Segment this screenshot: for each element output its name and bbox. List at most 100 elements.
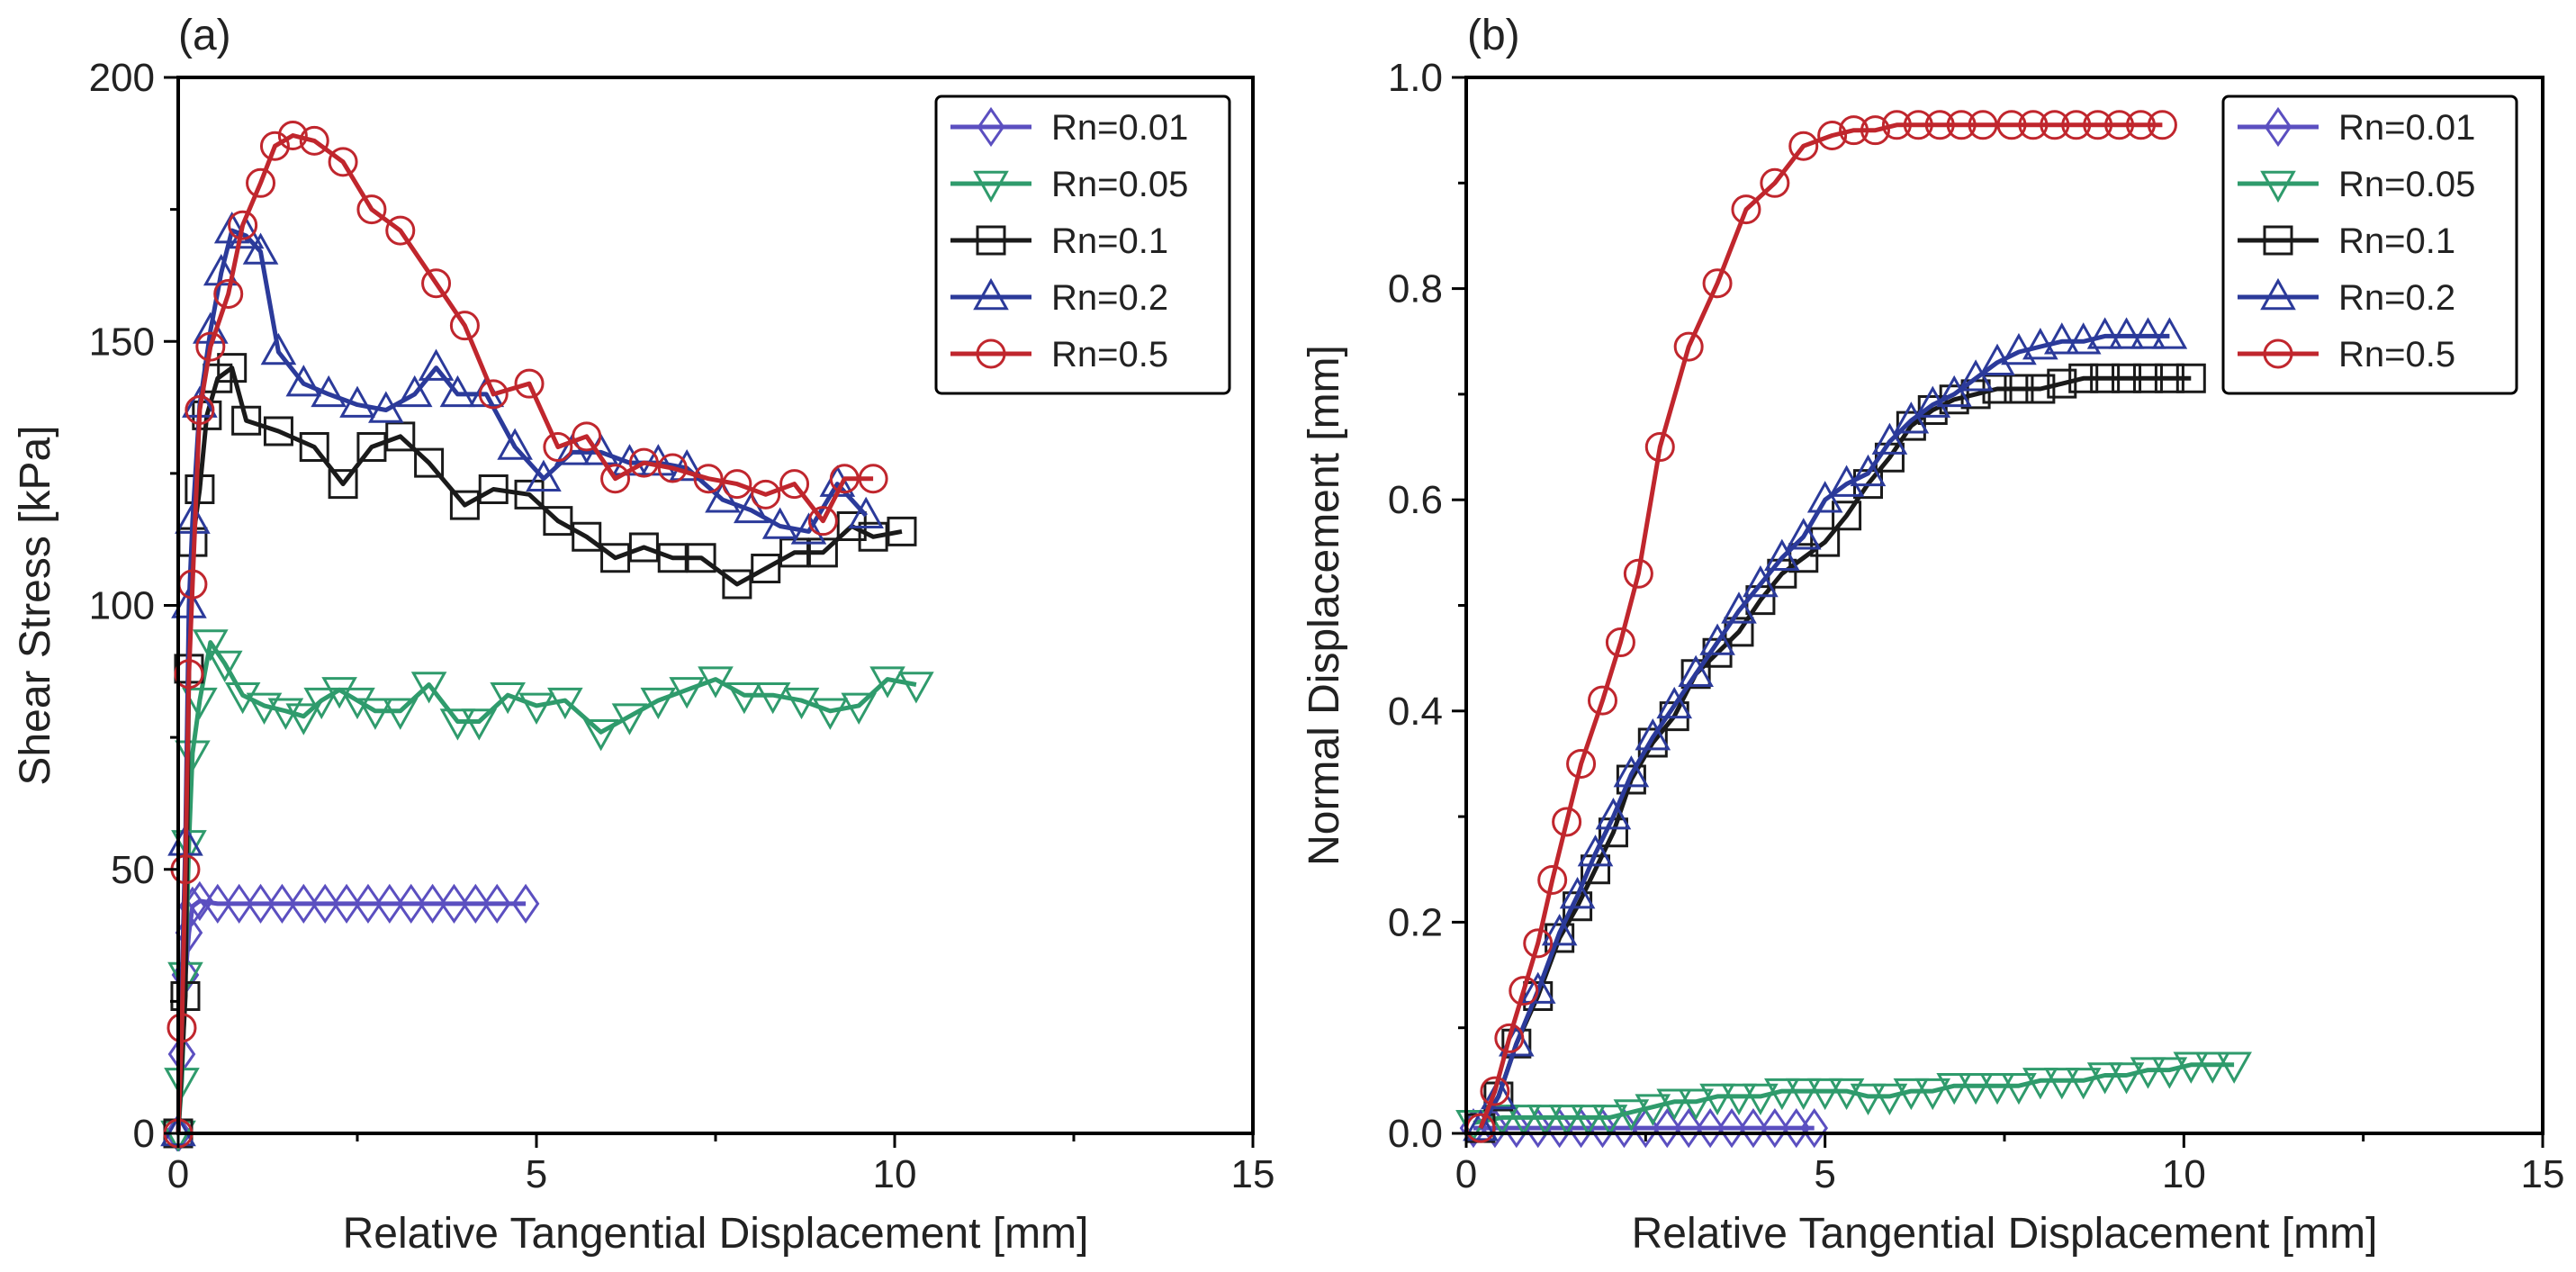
y-tick-label: 50 [111, 848, 155, 892]
data-point-Rn01 [686, 543, 716, 573]
data-point-Rn02 [1519, 971, 1556, 1004]
data-point-Rn01 [1563, 891, 1593, 922]
data-point-Rn05 [2104, 110, 2135, 140]
data-point-Rn01 [1680, 659, 1711, 690]
data-point-Rn05 [1788, 131, 1819, 161]
data-point-Rn005 [1635, 1094, 1671, 1126]
data-point-Rn005 [461, 708, 498, 741]
panel-label: (a) [178, 12, 231, 59]
x-tick-label: 10 [2162, 1152, 2206, 1196]
data-point-Rn005 [640, 687, 677, 720]
data-point-Rn01 [887, 516, 917, 546]
data-point-Rn005 [321, 677, 357, 709]
data-point-Rn02 [1958, 359, 1994, 392]
data-point-Rn01 [722, 569, 752, 600]
data-point-Rn01 [1745, 585, 1776, 616]
series-line-Rn005 [176, 640, 917, 1134]
data-point-Rn01 [1767, 558, 1797, 589]
data-point-Rn005 [410, 672, 447, 704]
legend-marker-Rn005 [2260, 170, 2296, 203]
data-point-Rn05 [174, 659, 204, 690]
data-point-Rn02 [242, 232, 279, 265]
data-point-Rn05 [1587, 685, 1617, 716]
data-point-Rn005 [2086, 1062, 2123, 1095]
data-point-Rn005 [518, 692, 554, 726]
data-point-Rn005 [869, 666, 905, 699]
x-tick-label: 5 [526, 1152, 547, 1196]
data-point-Rn005 [1743, 1083, 1779, 1116]
data-point-Rn01 [2175, 363, 2206, 393]
y-tick-label: 150 [89, 320, 155, 364]
data-point-Rn005 [439, 708, 476, 741]
data-point-Rn02 [1595, 798, 1632, 830]
legend-label-Rn05: Rn=0.5 [2338, 335, 2455, 374]
data-point-Rn05 [1494, 1023, 1525, 1053]
data-point-Rn05 [514, 368, 545, 399]
data-point-Rn001 [289, 883, 318, 925]
series-line-Rn05 [1478, 122, 2163, 1130]
data-point-Rn05 [1566, 748, 1597, 779]
data-point-Rn05 [385, 215, 416, 246]
data-point-Rn01 [356, 432, 387, 463]
data-point-Rn02 [497, 428, 533, 460]
data-point-Rn005 [1850, 1083, 1887, 1116]
data-point-Rn005 [490, 681, 526, 715]
data-point-Rn05 [1860, 115, 1890, 146]
data-point-Rn02 [2043, 322, 2080, 355]
data-point-Rn05 [657, 453, 688, 483]
legend-marker-Rn001 [977, 106, 1005, 148]
data-point-Rn05 [195, 331, 226, 362]
data-point-Rn005 [582, 719, 619, 752]
data-point-Rn05 [543, 432, 573, 463]
x-axis-label: Relative Tangential Displacement [mm] [343, 1210, 1089, 1258]
data-point-Rn02 [2001, 332, 2037, 365]
data-point-Rn02 [526, 459, 562, 492]
data-point-Rn02 [260, 332, 297, 365]
data-point-Rn05 [299, 125, 329, 156]
data-point-Rn01 [449, 490, 480, 520]
data-point-Rn05 [722, 469, 752, 500]
data-point-Rn005 [2173, 1051, 2210, 1084]
data-point-Rn05 [572, 421, 602, 452]
data-point-Rn01 [2025, 374, 2056, 404]
data-point-Rn02 [203, 253, 239, 286]
plot-area [160, 121, 934, 1151]
data-point-Rn05 [1924, 110, 1955, 140]
data-point-Rn02 [311, 374, 347, 408]
series-line-Rn001 [176, 898, 527, 1134]
data-point-Rn02 [848, 496, 884, 529]
data-point-Rn005 [698, 666, 734, 699]
x-tick-label: 15 [1231, 1152, 1275, 1196]
data-point-Rn02 [1785, 518, 1822, 550]
data-point-Rn001 [1674, 1107, 1703, 1149]
data-point-Rn05 [1839, 115, 1869, 146]
data-point-Rn001 [1696, 1107, 1725, 1149]
data-point-Rn05 [1817, 121, 1848, 151]
data-point-Rn02 [611, 444, 648, 476]
data-point-Rn001 [1739, 1107, 1768, 1149]
data-point-Rn001 [375, 883, 404, 925]
data-point-Rn005 [1893, 1078, 1930, 1111]
panel-label: (b) [1467, 12, 1520, 59]
data-point-Rn01 [231, 405, 262, 436]
data-point-Rn02 [1463, 1109, 1499, 1141]
data-point-Rn001 [354, 883, 383, 925]
legend-marker-Rn05 [2263, 338, 2293, 369]
data-point-Rn001 [1761, 1107, 1789, 1149]
data-point-Rn005 [206, 650, 243, 683]
y-axis-label: Shear Stress [kPa] [12, 425, 59, 785]
data-point-Rn05 [277, 121, 308, 151]
data-point-Rn05 [1537, 864, 1568, 895]
data-point-Rn001 [1717, 1107, 1746, 1149]
data-point-Rn001 [1653, 1107, 1681, 1149]
data-point-Rn02 [171, 586, 207, 618]
data-point-Rn01 [779, 537, 810, 568]
data-point-Rn01 [657, 543, 688, 573]
data-point-Rn05 [228, 210, 258, 240]
data-point-Rn01 [217, 353, 248, 383]
data-point-Rn005 [2151, 1057, 2188, 1089]
data-point-Rn02 [339, 385, 375, 418]
data-point-Rn05 [2125, 110, 2156, 140]
data-point-Rn05 [600, 464, 631, 494]
